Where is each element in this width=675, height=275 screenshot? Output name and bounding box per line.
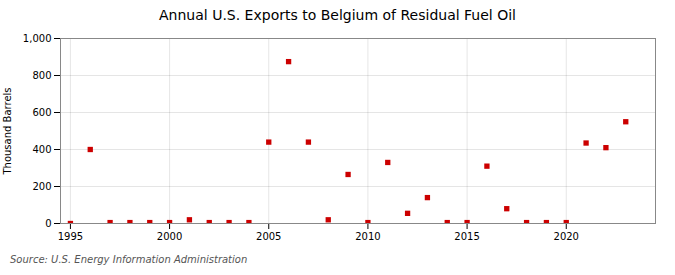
svg-text:Thousand Barrels: Thousand Barrels: [2, 87, 13, 175]
html-text:Source: U.S. Energy Informatio: Source: U.S. Energy Information Administ…: [10, 254, 248, 265]
html-text:Annual U.S. Exports to Belgium: Annual U.S. Exports to Belgium of Residu…: [159, 7, 516, 23]
svg-text:2015: 2015: [454, 231, 479, 242]
svg-text:1,000: 1,000: [23, 33, 52, 44]
svg-text:2020: 2020: [554, 231, 579, 242]
svg-text:2005: 2005: [256, 231, 281, 242]
svg-text:600: 600: [32, 107, 51, 118]
svg-text:800: 800: [32, 70, 51, 81]
svg-text:0: 0: [45, 218, 51, 229]
svg-text:400: 400: [32, 144, 51, 155]
svg-text:1995: 1995: [58, 231, 83, 242]
svg-text:200: 200: [32, 181, 51, 192]
svg-text:2010: 2010: [355, 231, 380, 242]
svg-text:2000: 2000: [157, 231, 182, 242]
